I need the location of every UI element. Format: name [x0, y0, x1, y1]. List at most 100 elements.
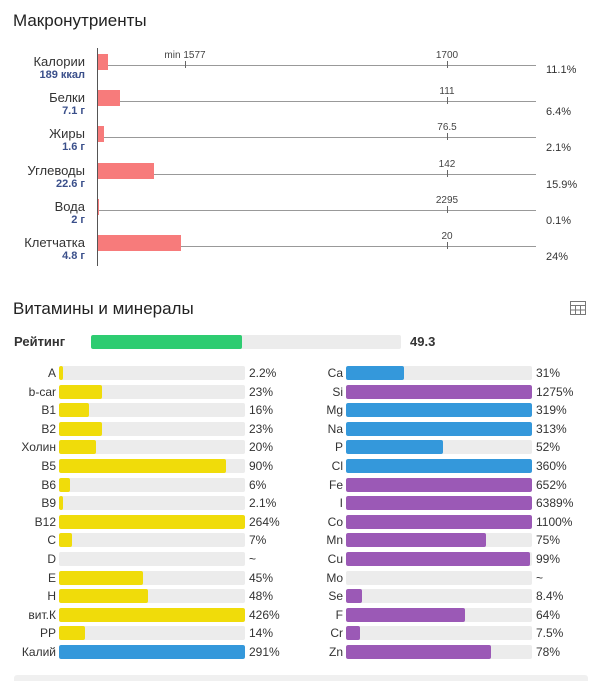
vitamin-name: Cr	[330, 626, 343, 641]
macro-norm-tick	[447, 242, 448, 249]
vitamin-row: Cu 99%	[0, 551, 602, 567]
vitamin-track	[346, 514, 532, 529]
macro-name: Белки	[49, 90, 85, 105]
macro-bar	[98, 235, 181, 251]
vitamin-fill	[59, 533, 73, 548]
rating-fill	[91, 335, 243, 349]
vitamin-fill	[346, 533, 486, 548]
macro-norm-line	[98, 210, 536, 211]
macro-norm-line	[98, 101, 536, 102]
vitamin-track	[346, 570, 532, 585]
vitamin-fill	[59, 366, 64, 380]
vitamin-percent: ~	[536, 570, 544, 585]
vitamin-track	[59, 477, 245, 492]
vitamin-track	[59, 440, 245, 455]
vitamin-name: Cl	[331, 459, 343, 473]
vitamin-fill	[346, 477, 532, 492]
vitamin-row: Mg 319%	[0, 402, 602, 418]
vitamin-name: E	[47, 570, 56, 585]
vitamin-row: B5 90%	[0, 458, 602, 474]
vitamin-percent: 264%	[249, 514, 280, 529]
vitamin-row: Si 1275%	[0, 384, 602, 400]
macro-percent: 24%	[546, 251, 569, 263]
vitamin-fill	[346, 403, 532, 418]
vitamin-fill	[346, 552, 531, 566]
macro-name: Углеводы	[27, 163, 85, 178]
macro-norm-label: 1700	[435, 50, 459, 61]
vitamin-fill	[59, 645, 245, 659]
macro-row: Клетчатка 4.8 г 20 24%	[0, 231, 602, 267]
vitamin-name: B5	[41, 459, 56, 473]
macro-norm-tick	[447, 97, 448, 104]
vitamin-percent: 6%	[249, 477, 267, 492]
macro-norm-label: 76.5	[437, 122, 457, 133]
macro-norm-line	[98, 174, 536, 175]
vitamin-track	[346, 552, 532, 566]
vitamin-percent: 48%	[249, 589, 274, 604]
vitamin-track	[346, 533, 532, 548]
vitamin-name: Mo	[326, 570, 343, 585]
macro-name: Жиры	[49, 126, 85, 141]
vitamin-track	[59, 645, 245, 659]
vitamin-name: Mg	[326, 403, 343, 418]
macro-min-label: min 1577	[164, 50, 206, 61]
vitamin-row: C 7%	[0, 532, 602, 548]
macro-row: Углеводы 22.6 г 142 15.9%	[0, 159, 602, 195]
vitamin-fill	[59, 589, 149, 604]
macro-norm-line	[98, 137, 536, 138]
macro-value: 1.6 г	[62, 141, 85, 153]
vitamin-name: Se	[328, 589, 343, 604]
vitamin-percent: 90%	[249, 459, 274, 473]
vitamin-fill	[59, 496, 63, 511]
vitamin-percent: 1275%	[536, 384, 574, 399]
vitamin-row: Zn 78%	[0, 644, 602, 660]
vitamin-percent: 652%	[536, 477, 567, 492]
vitamin-row: B1 16%	[0, 402, 602, 418]
macro-norm-line	[98, 65, 536, 66]
vitamin-track	[346, 626, 532, 641]
macro-name: Клетчатка	[24, 235, 85, 250]
vitamin-name: B6	[41, 477, 56, 492]
macro-row: Жиры 1.6 г 76.5 2.1%	[0, 122, 602, 158]
vitamin-fill	[59, 384, 102, 399]
vitamin-percent: 319%	[536, 403, 567, 418]
vitamin-fill	[59, 570, 143, 585]
rating-value: 49.3	[410, 334, 436, 349]
vitamin-percent: 2.2%	[249, 366, 277, 380]
macro-norm-tick	[447, 206, 448, 213]
vitamin-track	[346, 496, 532, 511]
vitamin-name: D	[47, 552, 56, 566]
vitamin-row: B6 6%	[0, 477, 602, 493]
macro-value: 4.8 г	[62, 250, 85, 262]
macro-bar	[98, 163, 154, 179]
vitamin-name: Na	[327, 421, 343, 436]
vitamin-row: Cl 360%	[0, 458, 602, 474]
macro-percent: 2.1%	[546, 142, 572, 154]
vitamin-name: PP	[39, 626, 56, 641]
vitamin-percent: 20%	[249, 440, 274, 455]
vitamin-track	[59, 421, 245, 436]
vitamin-row: P 52%	[0, 439, 602, 455]
vitamin-row: Co 1100%	[0, 514, 602, 530]
vitamin-track	[346, 366, 532, 380]
vitamin-track	[346, 421, 532, 436]
vitamin-name: Si	[332, 384, 343, 399]
vitamin-name: Fe	[328, 477, 343, 492]
vitamin-row: Na 313%	[0, 421, 602, 437]
bottom-panel-edge	[14, 675, 588, 681]
vitamin-row: E 45%	[0, 570, 602, 586]
vitamin-percent: 78%	[536, 645, 561, 659]
vitamin-percent: 23%	[249, 421, 274, 436]
macro-value: 2 г	[71, 214, 85, 226]
vitamin-row: B12 264%	[0, 514, 602, 530]
vitamin-row: b-car 23%	[0, 384, 602, 400]
vitamin-row: вит.К 426%	[0, 607, 602, 623]
vitamin-percent: 1100%	[536, 514, 573, 529]
vitamin-name: Калий	[21, 645, 56, 659]
table-icon[interactable]	[570, 301, 586, 315]
vitamin-row: PP 14%	[0, 625, 602, 641]
macro-norm-line	[98, 246, 536, 247]
vitamin-name: Mn	[326, 533, 343, 548]
macro-percent: 0.1%	[546, 215, 572, 227]
macro-percent: 6.4%	[546, 106, 572, 118]
